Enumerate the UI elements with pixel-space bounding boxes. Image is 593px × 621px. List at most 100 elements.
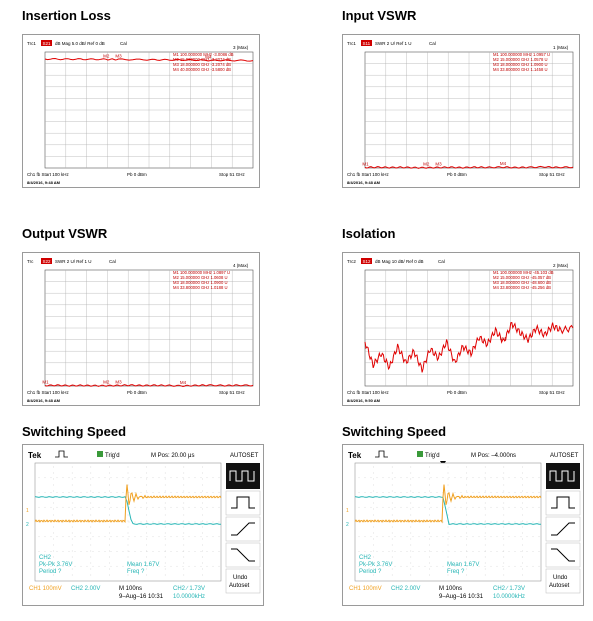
undo-autoset-button[interactable] xyxy=(545,568,581,594)
grid-dot xyxy=(466,521,468,523)
grid-dot xyxy=(484,565,486,567)
grid-dot xyxy=(188,492,190,493)
grid-dot xyxy=(53,532,54,534)
grid-dot xyxy=(447,544,449,546)
grid-dot xyxy=(448,477,450,479)
grid-dot xyxy=(410,514,412,516)
grid-dot xyxy=(424,551,426,552)
grid-dot xyxy=(442,521,444,523)
grid-dot xyxy=(454,565,456,567)
undo-autoset-button[interactable] xyxy=(225,568,261,594)
grid-dot xyxy=(410,538,412,540)
grid-dot xyxy=(364,477,366,479)
autoset-pulse-button[interactable] xyxy=(545,490,581,516)
grid-dot xyxy=(127,526,129,528)
s-param-badge xyxy=(41,40,52,46)
autoset-square-wave-button[interactable] xyxy=(546,463,580,489)
grid-dot xyxy=(430,477,432,479)
scope-grid xyxy=(38,466,220,576)
grid-dot xyxy=(460,551,462,552)
grid-dot xyxy=(484,477,486,479)
grid-dot xyxy=(127,484,129,486)
autoset-menu[interactable]: Undo Autoset xyxy=(545,463,581,594)
grid-dot xyxy=(388,565,390,567)
timestamp: 8/4/2016, 9:48 AM xyxy=(27,398,61,403)
trig-status: Trig'd xyxy=(425,453,440,459)
grid-dot xyxy=(90,508,92,510)
grid-dot xyxy=(503,490,505,492)
grid-dot xyxy=(164,472,166,474)
grid-dot xyxy=(74,536,76,538)
grid-dot xyxy=(522,532,523,534)
grid-dot xyxy=(484,538,486,540)
grid-dot xyxy=(74,492,76,493)
grid-dot xyxy=(164,526,166,528)
grid-dot xyxy=(496,506,498,508)
grid-dot xyxy=(424,492,426,493)
switching-speed-scope-2: Tek Trig'd M Pos: –4.000ns AUTOSET 1 2 C… xyxy=(342,444,584,606)
grid-dot xyxy=(90,466,92,468)
grid-dot xyxy=(71,562,73,564)
grid-dot xyxy=(71,466,73,468)
scope-grid xyxy=(358,466,540,576)
grid-dot xyxy=(418,551,420,552)
plot-grid xyxy=(364,269,574,387)
marker-table: M1 100.000000 MHz -3.0086 dB M2 15.00000… xyxy=(173,52,234,72)
grid-dot xyxy=(522,514,523,516)
date: 9–Aug–16 10:31 xyxy=(119,594,164,600)
grid-dot xyxy=(109,532,110,534)
grid-dot xyxy=(400,565,402,567)
grid-dot xyxy=(522,574,523,576)
grid-dot xyxy=(466,520,467,522)
grid-dot xyxy=(200,506,202,508)
plot-grid xyxy=(44,51,254,169)
grid-dot xyxy=(376,492,378,493)
grid-dot xyxy=(53,526,54,528)
grid-dot xyxy=(200,477,202,479)
grid-dot xyxy=(146,477,148,479)
grid-dot xyxy=(170,506,172,508)
grid-dot xyxy=(176,536,178,538)
grid-dot xyxy=(182,565,184,567)
grid-dot xyxy=(429,508,430,510)
grid-dot xyxy=(358,492,360,493)
autoset-menu[interactable]: Undo Autoset xyxy=(225,463,261,594)
grid-dot xyxy=(454,492,456,493)
square-wave-icon xyxy=(229,470,255,482)
grid-dot xyxy=(127,472,129,474)
grid-dot xyxy=(410,562,412,564)
grid-dot xyxy=(116,565,118,567)
grid-dot xyxy=(466,478,467,480)
grid-dot xyxy=(466,514,467,516)
grid-dot xyxy=(364,492,366,493)
grid-dot xyxy=(520,536,522,538)
grid-dot xyxy=(212,506,214,508)
grid-dot xyxy=(176,565,178,567)
grid-dot xyxy=(38,492,40,493)
autoset-pulse-button[interactable] xyxy=(225,490,261,516)
grid-dot xyxy=(532,536,534,538)
autoset-undo-label: Autoset xyxy=(229,583,250,589)
grid-dot xyxy=(466,484,467,486)
autoset-square-wave-button[interactable] xyxy=(226,463,260,489)
marker-row-4: M4 33.800000 GHz 1.1458 U xyxy=(493,67,547,72)
grid-dot xyxy=(508,565,510,567)
grid-dot xyxy=(110,492,112,493)
grid-dot xyxy=(183,490,185,492)
grid-dot xyxy=(164,478,166,480)
grid-dot xyxy=(71,526,73,528)
grid-dot xyxy=(522,550,523,552)
grid-dot xyxy=(394,506,396,508)
grid-dot xyxy=(447,556,449,558)
grid-dot xyxy=(90,532,92,534)
grid-dot xyxy=(146,544,147,546)
grid-dot xyxy=(164,506,166,508)
grid-dot xyxy=(447,514,449,516)
grid-dot xyxy=(146,556,147,558)
grid-dot xyxy=(44,521,46,523)
marker-labels: M1 M2 M3 M4 xyxy=(362,161,506,167)
grid-dot xyxy=(442,551,444,552)
grid-dot xyxy=(490,492,492,493)
m-pos: M Pos: –4.000ns xyxy=(471,453,516,459)
grid-dot xyxy=(503,550,505,552)
